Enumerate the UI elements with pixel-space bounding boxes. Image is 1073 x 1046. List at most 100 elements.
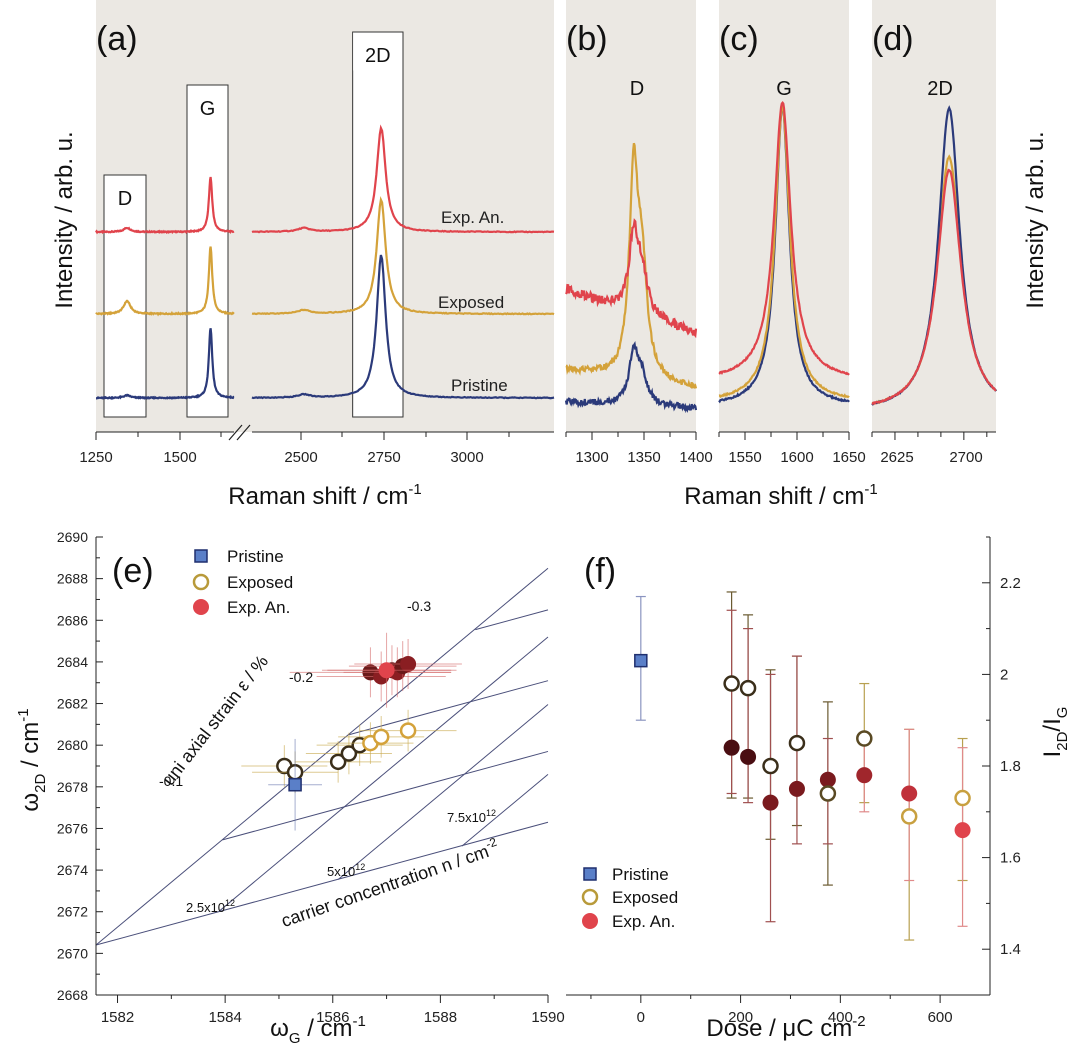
spectrum-exposed-segment [251,195,555,316]
x-tick-label: 400 [828,1009,853,1026]
peak-box-label: 2D [365,45,391,67]
panel-c-x-tick: 1600 [780,449,813,466]
exp-an-point [723,739,740,756]
panel-f-axes: 1.4 1.6 1.8 2 2.2 0 200 400 600 [566,536,1021,1026]
legend-pristine-marker [194,549,208,563]
panel-bcd-x-ticks: 1300 1350 1400 1550 1600 1650 2625 2700 [575,449,982,466]
panel-a-x-tick: 1250 [79,449,112,466]
panel-b-curves [564,142,698,414]
spectrum-exp_an [871,168,997,406]
y-tick-label: 2684 [57,654,88,670]
exposed-point [739,679,757,697]
exposed-point [762,757,779,775]
panel-a-label: (a) [96,20,138,58]
exp-an-point [819,771,836,788]
spectrum-exp_an-segment [251,124,555,234]
panel-bcd-x-axis-label: Raman shift / cm-1 [684,481,877,510]
exposed-point [399,722,417,739]
y-tick-label: 2.2 [1000,575,1021,592]
panel-d-2d-peak: (d) 2D Intensity / arb. u. [871,0,1049,433]
y-tick-label: 2678 [57,779,88,795]
panel-a-x-tick: 1500 [163,449,196,466]
panel-c-x-tick: 1550 [728,449,761,466]
spectrum-exp_an-segment [95,176,235,235]
panel-f-legend: Pristine Exposed Exp. An. [581,865,678,931]
panel-d-y-axis-label: Intensity / arb. u. [1022,131,1049,308]
peak-box-label: G [200,98,216,120]
spectrum-exposed-segment [95,246,235,317]
x-tick-label: 1588 [424,1009,457,1026]
y-tick-label: 2674 [57,862,88,878]
pristine-point [288,777,302,792]
y-tick-label: 1.6 [1000,850,1021,867]
exposed-point [372,728,390,746]
panel-a-x-tick: 2500 [284,449,317,466]
spectrum-exp_an [718,100,850,376]
carrier-tick: 5x1012 [327,862,365,879]
panel-c-g-peak: (c) G [718,0,850,433]
exp-an-point [954,822,971,839]
legend-exposed-marker [581,888,599,906]
exp-an-point [788,780,805,797]
panel-c-peak-label: G [776,78,792,100]
panel-e-axes: 2668 2670 2672 2674 2676 2678 2680 2682 2684 2686… [57,529,565,1026]
series-label-pristine: Pristine [451,376,508,395]
y-tick-label: 1.8 [1000,758,1021,775]
series-label-exposed: Exposed [438,293,504,312]
panel-d-background [872,0,996,432]
exposed-point [954,789,971,807]
y-tick-label: 1.4 [1000,941,1021,958]
panel-bcd-tick-marks [565,432,988,440]
exp-an-point [378,662,395,679]
iso-doping-line [219,636,549,912]
iso-strain-line [95,821,549,946]
exposed-point [856,730,873,747]
panel-e-label: (e) [112,552,154,590]
exp-an-point [856,767,873,784]
iso-doping-line [95,567,549,946]
spectrum-pristine-segment [251,254,555,400]
panel-b-x-tick: 1400 [679,449,712,466]
exposed-point [340,745,358,762]
legend-exposed-label: Exposed [227,573,293,592]
panel-a-background [96,0,554,432]
y-tick-label: 2690 [57,529,88,545]
exposed-point [788,734,806,752]
peak-box-group: D G 2D [103,31,404,418]
panel-e-data-points [241,632,462,831]
panel-c-background [719,0,849,432]
peak-box-label: D [118,188,132,210]
y-tick-label: 2670 [57,945,88,961]
legend-pristine-label: Pristine [227,547,284,566]
panel-d-x-tick: 2625 [880,449,913,466]
spectrum-exposed [565,142,698,389]
peak-box-header [187,85,228,124]
y-tick-label: 2 [1000,666,1008,683]
legend-exp-an-marker [582,913,598,929]
iso-strain-line [348,680,549,736]
panel-e-legend: Pristine Exposed Exp. An. [192,547,293,617]
exposed-point [723,675,740,692]
peak-box [103,174,147,418]
panel-e-y-axis-label: ω2D / cm-1 [15,708,49,811]
iso-doping-line [461,773,549,847]
panel-c-curves [718,100,850,404]
series-label-exp-an: Exp. An. [441,208,504,227]
legend-pristine-marker [583,867,597,881]
y-tick-label: 2688 [57,571,88,587]
spectrum-exp_an [565,218,698,339]
panel-e-x-axis-label: ωG / cm-1 [270,1013,366,1046]
x-tick-label: 1584 [208,1009,241,1026]
panel-b-label: (b) [566,20,608,58]
strain-tick: -0.2 [289,669,313,685]
spectrum-pristine [564,341,698,414]
y-tick-label: 2672 [57,904,88,920]
exposed-point [329,753,347,771]
panel-d-peak-label: 2D [927,78,953,100]
panel-b-peak-label: D [630,78,644,100]
panel-b-d-peak: (b) D [564,0,698,433]
x-tick-label: 200 [728,1009,753,1026]
panel-b-x-tick: 1350 [627,449,660,466]
x-tick-label: 1590 [531,1009,564,1026]
